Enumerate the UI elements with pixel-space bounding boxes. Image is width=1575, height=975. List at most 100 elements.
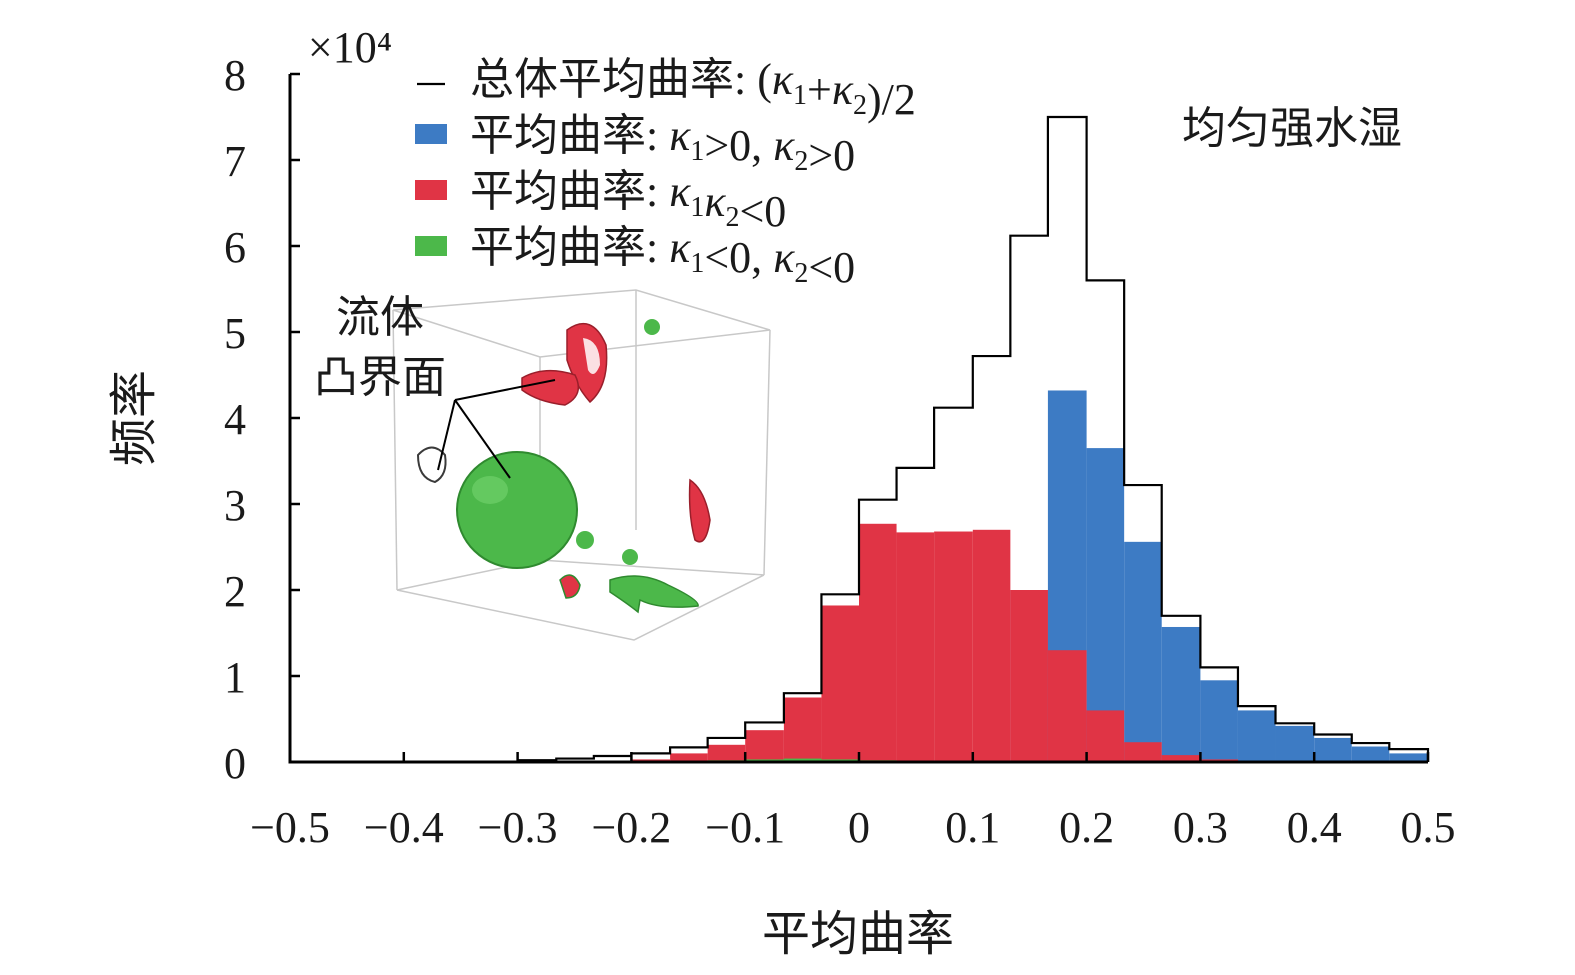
legend-text-part: <0 bbox=[808, 243, 855, 292]
histogram-bar bbox=[745, 730, 784, 762]
red-fluid-interface-left bbox=[521, 369, 580, 406]
y-scale-label: ×10⁴ bbox=[308, 23, 392, 72]
histogram-bar bbox=[1200, 680, 1238, 762]
step-layer bbox=[290, 115, 1430, 764]
red-green-blob-bottom bbox=[559, 574, 581, 599]
histogram-outline-total bbox=[290, 115, 1430, 764]
y-tick-label: 8 bbox=[224, 51, 246, 100]
legend-text-part: κ bbox=[773, 233, 795, 282]
red-fluid-interface-right bbox=[688, 478, 711, 543]
histogram-bar bbox=[1237, 710, 1276, 762]
legend-text-part: )/2 bbox=[867, 75, 916, 124]
small-green-blob-1 bbox=[644, 319, 660, 335]
small-green-blob-3 bbox=[622, 549, 638, 565]
histogram-bar bbox=[1161, 755, 1201, 762]
small-green-blob-2 bbox=[576, 531, 594, 549]
legend-entry-label: 平均曲率: κ1>0, κ2>0 bbox=[470, 111, 855, 180]
legend-text-part: 平均曲率: bbox=[470, 167, 669, 216]
inset-label-line2: 凸界面 bbox=[314, 353, 446, 402]
inset-3d-illustration: 流体 凸界面 bbox=[314, 289, 771, 641]
legend-text-part: 总体平均曲率: ( bbox=[470, 55, 772, 104]
histogram-bar bbox=[1086, 448, 1125, 762]
ring-fluid-left bbox=[416, 446, 447, 484]
x-tick-label: −0.2 bbox=[591, 803, 671, 852]
x-tick-label: 0.5 bbox=[1401, 803, 1456, 852]
legend-entry-label: 平均曲率: κ1<0, κ2<0 bbox=[470, 223, 855, 292]
legend-entry-label: 总体平均曲率: (κ1+κ2)/2 bbox=[470, 55, 916, 124]
histogram-bar bbox=[821, 605, 859, 762]
legend-swatch-box bbox=[415, 180, 447, 200]
y-tick-label: 3 bbox=[224, 481, 246, 530]
histogram-bar bbox=[1010, 590, 1048, 762]
legend-text-part: κ bbox=[772, 55, 794, 104]
red-fluid-interface-upper-white bbox=[583, 338, 600, 374]
histogram-bar bbox=[859, 523, 897, 762]
legend-text-part: κ bbox=[669, 167, 691, 216]
histogram-bar bbox=[707, 744, 746, 762]
x-tick-label: 0.1 bbox=[945, 803, 1000, 852]
histogram-bar bbox=[1314, 737, 1352, 762]
green-fluid-bottom bbox=[609, 575, 699, 614]
legend-text-part: 平均曲率: bbox=[470, 223, 669, 272]
legend-text-part: κ bbox=[669, 223, 691, 272]
y-tick-label: 6 bbox=[224, 223, 246, 272]
y-tick-label: 7 bbox=[224, 137, 246, 186]
legend-text-part: <0 bbox=[739, 187, 786, 236]
pointer-line-3 bbox=[454, 399, 511, 479]
legend-text-part: 2 bbox=[725, 202, 739, 233]
histogram-bar bbox=[783, 697, 822, 762]
histogram-bar bbox=[670, 753, 708, 762]
legend-text-part: κ bbox=[669, 111, 691, 160]
inset-label-line1: 流体 bbox=[336, 293, 424, 342]
y-tick-label: 2 bbox=[224, 567, 246, 616]
legend-swatch-box bbox=[415, 124, 447, 144]
legend-swatch-box bbox=[415, 236, 447, 256]
pointer-line-2 bbox=[437, 399, 456, 471]
legend-text-part: 2 bbox=[853, 90, 867, 121]
y-axis-label: 频率 bbox=[108, 370, 161, 466]
x-tick-label: 0.2 bbox=[1059, 803, 1114, 852]
y-tick-label: 0 bbox=[224, 739, 246, 788]
histogram-bar bbox=[1275, 725, 1315, 762]
legend-text-part: κ bbox=[704, 177, 726, 226]
bars-layer bbox=[631, 390, 1428, 762]
x-tick-label: −0.1 bbox=[705, 803, 785, 852]
x-tick-label: −0.4 bbox=[364, 803, 444, 852]
histogram-bar bbox=[1161, 626, 1201, 762]
legend-entry-label: 平均曲率: κ1κ2<0 bbox=[470, 167, 786, 236]
legend-text-part: 1 bbox=[690, 136, 704, 167]
legend-text-part: >0, bbox=[704, 121, 773, 170]
histogram-bar bbox=[934, 531, 973, 762]
green-fluid-blob-highlight bbox=[472, 476, 508, 504]
legend-text-part: <0, bbox=[704, 233, 773, 282]
green-fluid-blob-large bbox=[456, 451, 578, 569]
histogram-bar bbox=[1086, 710, 1125, 762]
y-tick-label: 4 bbox=[224, 395, 246, 444]
pointer-line-1 bbox=[454, 379, 556, 401]
legend-text-part: 平均曲率: bbox=[470, 111, 669, 160]
histogram-bar bbox=[1389, 753, 1428, 762]
histogram-bar bbox=[1124, 742, 1162, 762]
legend-text-part: κ bbox=[832, 65, 854, 114]
y-tick-label: 5 bbox=[224, 309, 246, 358]
legend-text-part: 1 bbox=[793, 80, 807, 111]
x-tick-label: −0.5 bbox=[250, 803, 330, 852]
legend-text-part: 2 bbox=[794, 146, 808, 177]
y-tick-label: 1 bbox=[224, 653, 246, 702]
wettability-annotation: 均匀强水湿 bbox=[1182, 104, 1402, 153]
ticks-layer: 0 1 2 3 4 5 6 7 8 −0.5 −0.4 −0.3 −0.2 −0.1 0 0.1 0.2 0.3 0… bbox=[224, 51, 1456, 852]
histogram-bar bbox=[1124, 541, 1162, 762]
x-axis-label: 平均曲率 bbox=[762, 908, 954, 961]
x-tick-label: −0.3 bbox=[478, 803, 558, 852]
legend-text-part: 2 bbox=[794, 258, 808, 289]
histogram-bar bbox=[896, 532, 935, 762]
x-tick-label: 0 bbox=[848, 803, 870, 852]
x-tick-label: 0.3 bbox=[1173, 803, 1228, 852]
histogram-bar bbox=[783, 758, 822, 762]
legend-text-part: κ bbox=[773, 121, 795, 170]
histogram-bar bbox=[1047, 650, 1087, 762]
histogram-bar bbox=[1351, 746, 1390, 762]
histogram-bar bbox=[972, 529, 1011, 762]
